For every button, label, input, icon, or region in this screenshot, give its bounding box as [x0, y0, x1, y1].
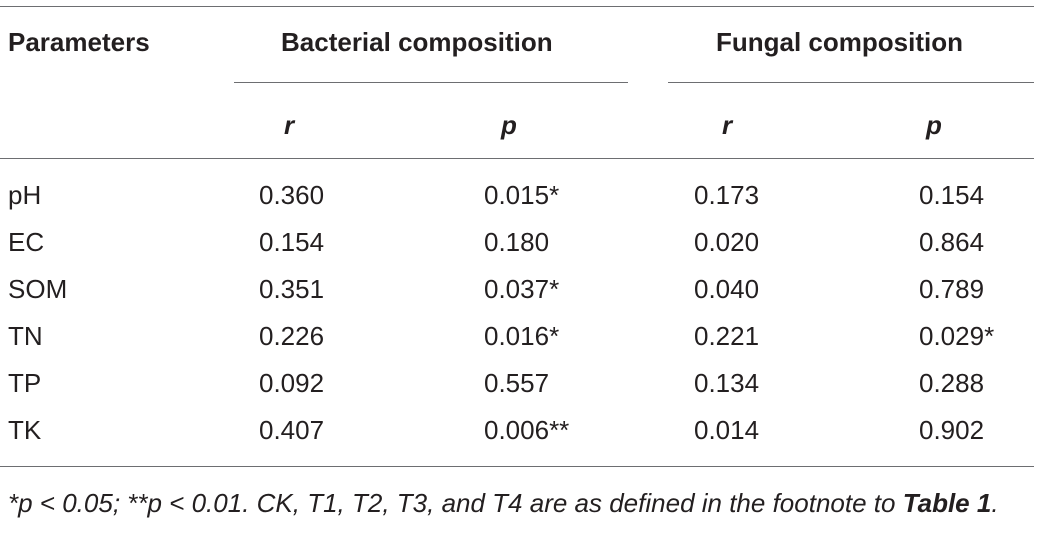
row-pH-bacterial-r: 0.360 [259, 180, 325, 210]
row-pH-parameter: pH [8, 180, 42, 210]
row-pH-fungal-p: 0.154 [919, 180, 985, 210]
subheader-bacterial-r: r [284, 110, 295, 140]
row-TN-bacterial-p: 0.016* [484, 321, 560, 351]
row-TP-bacterial-p: 0.557 [484, 368, 550, 398]
table-bottom-rule [0, 466, 1034, 467]
row-SOM-bacterial-r: 0.351 [259, 274, 325, 304]
row-TP-fungal-r: 0.134 [694, 368, 760, 398]
row-TK-bacterial-r: 0.407 [259, 415, 325, 445]
row-TN-fungal-p: 0.029* [919, 321, 995, 351]
row-EC-bacterial-p: 0.180 [484, 227, 550, 257]
row-EC-parameter: EC [8, 227, 45, 257]
table-footnote: *p < 0.05; **p < 0.01. CK, T1, T2, T3, a… [8, 485, 1034, 521]
row-TP-bacterial-r: 0.092 [259, 368, 325, 398]
row-SOM-fungal-r: 0.040 [694, 274, 760, 304]
header-bacterial-composition: Bacterial composition [281, 27, 553, 57]
subheader-bacterial-p: p [501, 110, 517, 140]
table-top-rule [0, 6, 1034, 7]
subheader-fungal-r: r [722, 110, 733, 140]
header-parameters: Parameters [8, 27, 150, 57]
footnote-table-reference: Table 1 [902, 488, 992, 518]
row-TN-bacterial-r: 0.226 [259, 321, 325, 351]
row-TN-parameter: TN [8, 321, 43, 351]
row-TP-fungal-p: 0.288 [919, 368, 985, 398]
row-TP-parameter: TP [8, 368, 42, 398]
footnote-end: . [991, 488, 999, 518]
bacterial-group-rule [234, 82, 628, 83]
row-pH-bacterial-p: 0.015* [484, 180, 560, 210]
row-TK-parameter: TK [8, 415, 42, 445]
fungal-group-rule [668, 82, 1034, 83]
row-SOM-bacterial-p: 0.037* [484, 274, 560, 304]
row-SOM-parameter: SOM [8, 274, 68, 304]
header-bottom-rule [0, 158, 1034, 159]
row-EC-fungal-r: 0.020 [694, 227, 760, 257]
row-SOM-fungal-p: 0.789 [919, 274, 985, 304]
header-fungal-composition: Fungal composition [716, 27, 963, 57]
row-TN-fungal-r: 0.221 [694, 321, 760, 351]
row-TK-fungal-p: 0.902 [919, 415, 985, 445]
row-EC-bacterial-r: 0.154 [259, 227, 325, 257]
row-EC-fungal-p: 0.864 [919, 227, 985, 257]
footnote-text: *p < 0.05; **p < 0.01. CK, T1, T2, T3, a… [8, 488, 903, 518]
row-TK-fungal-r: 0.014 [694, 415, 760, 445]
row-pH-fungal-r: 0.173 [694, 180, 760, 210]
subheader-fungal-p: p [926, 110, 942, 140]
row-TK-bacterial-p: 0.006** [484, 415, 570, 445]
